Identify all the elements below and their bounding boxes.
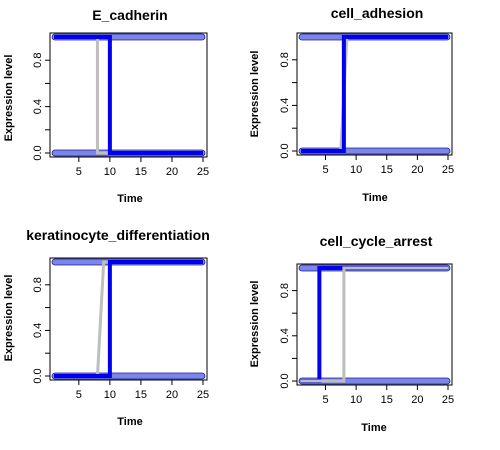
x-tick-label: 10 bbox=[350, 394, 362, 406]
x-axis-label: Time bbox=[361, 422, 386, 434]
y-tick-label: 0.8 bbox=[279, 52, 291, 67]
y-tick-label: 0.0 bbox=[279, 373, 291, 388]
x-tick-label: 25 bbox=[197, 389, 209, 401]
y-tick-label: 0.4 bbox=[32, 99, 44, 114]
x-tick-label: 5 bbox=[322, 164, 328, 176]
panel-title: cell_cycle_arrest bbox=[320, 233, 433, 249]
plot-frame bbox=[49, 32, 208, 158]
y-axis-label: Expression level bbox=[3, 275, 15, 362]
gray-series-line bbox=[301, 35, 448, 153]
x-tick-label: 25 bbox=[442, 164, 454, 176]
panel-title: keratinocyte_differentiation bbox=[26, 227, 210, 243]
panel-e-cadherin: E_cadherin Time Expression level 5 10 15 20… bbox=[3, 7, 209, 205]
y-axis-label: Expression level bbox=[249, 281, 261, 368]
x-tick-label: 5 bbox=[76, 166, 82, 178]
y-tick-label: 0.0 bbox=[32, 368, 44, 383]
x-tick-label: 15 bbox=[381, 394, 393, 406]
blue-series-line bbox=[54, 260, 203, 378]
panel-keratinocyte-differentiation: keratinocyte_differentiation Time Expres… bbox=[3, 227, 210, 428]
panel-title: cell_adhesion bbox=[331, 5, 424, 21]
x-tick-label: 10 bbox=[104, 166, 116, 178]
y-tick-label: 0.0 bbox=[32, 145, 44, 160]
x-axis-label: Time bbox=[117, 193, 142, 205]
x-tick-label: 15 bbox=[381, 164, 393, 176]
gray-series-line bbox=[54, 35, 203, 155]
x-axis-label: Time bbox=[117, 416, 142, 428]
gray-series-line bbox=[301, 266, 448, 383]
panel-cell-cycle-arrest: cell_cycle_arrest Time Expression level … bbox=[249, 233, 454, 434]
blue-series-line bbox=[54, 35, 203, 155]
x-tick-label: 25 bbox=[442, 394, 454, 406]
x-tick-label: 20 bbox=[166, 389, 178, 401]
y-tick-label: 0.8 bbox=[279, 283, 291, 298]
panel-title: E_cadherin bbox=[92, 7, 167, 23]
x-tick-label: 5 bbox=[322, 394, 328, 406]
y-axis-label: Expression level bbox=[3, 55, 15, 142]
plot-frame bbox=[49, 257, 208, 381]
blue-series-line bbox=[301, 35, 448, 153]
y-tick-label: 0.4 bbox=[279, 98, 291, 113]
panel-cell-adhesion: cell_adhesion Time Expression level 5 10 1… bbox=[249, 5, 454, 204]
gray-series-line bbox=[54, 260, 203, 378]
x-tick-label: 20 bbox=[411, 164, 423, 176]
y-tick-label: 0.8 bbox=[32, 53, 44, 68]
x-tick-label: 15 bbox=[135, 389, 147, 401]
x-tick-label: 20 bbox=[411, 394, 423, 406]
y-tick-label: 0.8 bbox=[32, 277, 44, 292]
x-tick-label: 10 bbox=[104, 389, 116, 401]
x-tick-label: 15 bbox=[135, 166, 147, 178]
x-tick-label: 5 bbox=[76, 389, 82, 401]
y-tick-label: 0.0 bbox=[279, 143, 291, 158]
x-tick-label: 20 bbox=[166, 166, 178, 178]
y-tick-label: 0.4 bbox=[279, 328, 291, 343]
x-tick-label: 25 bbox=[197, 166, 209, 178]
plot-frame bbox=[296, 263, 453, 386]
y-axis-label: Expression level bbox=[249, 51, 261, 138]
x-axis-label: Time bbox=[362, 192, 387, 204]
x-tick-label: 10 bbox=[350, 164, 362, 176]
y-tick-label: 0.4 bbox=[32, 323, 44, 338]
blue-series-line bbox=[301, 266, 448, 383]
plot-frame bbox=[296, 32, 453, 156]
